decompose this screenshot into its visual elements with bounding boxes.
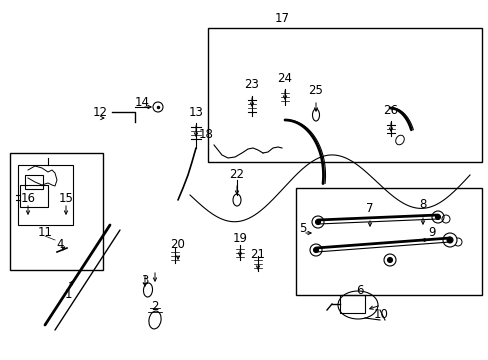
Ellipse shape xyxy=(311,216,324,228)
Text: 21: 21 xyxy=(250,248,265,261)
Text: 19: 19 xyxy=(232,231,247,244)
Text: 6: 6 xyxy=(356,284,363,297)
Bar xyxy=(295,188,481,295)
Text: 2: 2 xyxy=(151,300,159,312)
Ellipse shape xyxy=(435,215,440,220)
Text: 3: 3 xyxy=(141,274,148,287)
Bar xyxy=(18,165,73,225)
Bar xyxy=(207,28,481,162)
Text: 26: 26 xyxy=(383,104,398,117)
Text: 8: 8 xyxy=(418,198,426,211)
Text: 13: 13 xyxy=(188,105,203,118)
Text: 25: 25 xyxy=(308,84,323,96)
Bar xyxy=(339,295,364,313)
Ellipse shape xyxy=(313,248,318,252)
Text: 23: 23 xyxy=(244,78,259,91)
Text: 11: 11 xyxy=(38,225,52,238)
Ellipse shape xyxy=(386,257,392,262)
Bar xyxy=(10,153,103,270)
Bar xyxy=(20,185,48,207)
Ellipse shape xyxy=(315,220,320,225)
Text: 7: 7 xyxy=(366,202,373,215)
Ellipse shape xyxy=(431,211,443,223)
Text: 5: 5 xyxy=(299,221,306,234)
Text: 22: 22 xyxy=(229,168,244,181)
Text: 4: 4 xyxy=(56,238,63,252)
Ellipse shape xyxy=(447,238,451,243)
Ellipse shape xyxy=(443,234,455,246)
Text: 9: 9 xyxy=(427,225,435,238)
Text: 17: 17 xyxy=(274,12,289,24)
Text: 20: 20 xyxy=(170,238,185,252)
Text: 14: 14 xyxy=(134,95,149,108)
Text: 12: 12 xyxy=(92,105,107,118)
Text: 10: 10 xyxy=(373,309,387,321)
Ellipse shape xyxy=(309,244,321,256)
Ellipse shape xyxy=(446,237,452,243)
Bar xyxy=(25,175,43,189)
Text: 16: 16 xyxy=(20,192,36,204)
Text: 24: 24 xyxy=(277,72,292,85)
Text: 1: 1 xyxy=(64,288,72,301)
Ellipse shape xyxy=(383,254,395,266)
Ellipse shape xyxy=(442,233,456,247)
Text: 18: 18 xyxy=(198,129,213,141)
Text: 15: 15 xyxy=(59,192,73,204)
